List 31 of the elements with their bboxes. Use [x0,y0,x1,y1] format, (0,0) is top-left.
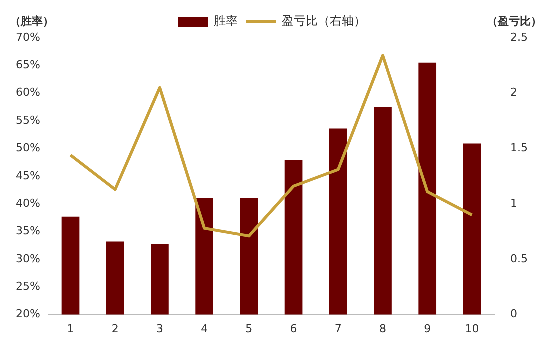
y-tick-label: 55% [16,114,40,127]
x-tick-label: 3 [156,322,164,336]
x-tick-label: 1 [67,322,74,336]
x-tick-label: 5 [246,322,253,336]
legend-label: 盈亏比（右轴） [282,14,366,28]
y-tick-label: 35% [16,224,40,238]
x-tick-label: 9 [424,322,432,336]
y-tick-label: 40% [16,196,40,210]
x-tick-label: 8 [379,322,386,336]
x-tick-label: 10 [465,322,480,336]
y-axis-title: （胜率） [10,14,54,29]
y2-tick-label: 2.5 [510,30,528,44]
legend-label: 胜率 [214,14,238,28]
y2-tick-label: 0.5 [510,252,528,266]
y2-tick-label: 1 [510,196,518,210]
y-tick-label: 25% [16,280,40,293]
y-tick-label: 60% [16,86,40,100]
y2-tick-label: 1.5 [510,142,528,155]
y-tick-label: 70% [16,30,40,44]
y-tick-label: 45% [16,169,40,182]
y-tick-label: 65% [16,58,40,72]
x-tick-label: 6 [290,322,298,336]
y-tick-label: 20% [16,308,40,321]
x-tick-label: 4 [201,322,208,336]
x-tick-label: 2 [112,322,119,336]
y-tick-label: 50% [16,142,40,155]
y-tick-label: 30% [16,252,40,266]
y2-tick-label: 2 [510,86,518,100]
y2-tick-label: 0 [510,308,518,321]
y2-axis-title: （盈亏比） [487,14,542,29]
x-tick-label: 7 [334,322,342,336]
